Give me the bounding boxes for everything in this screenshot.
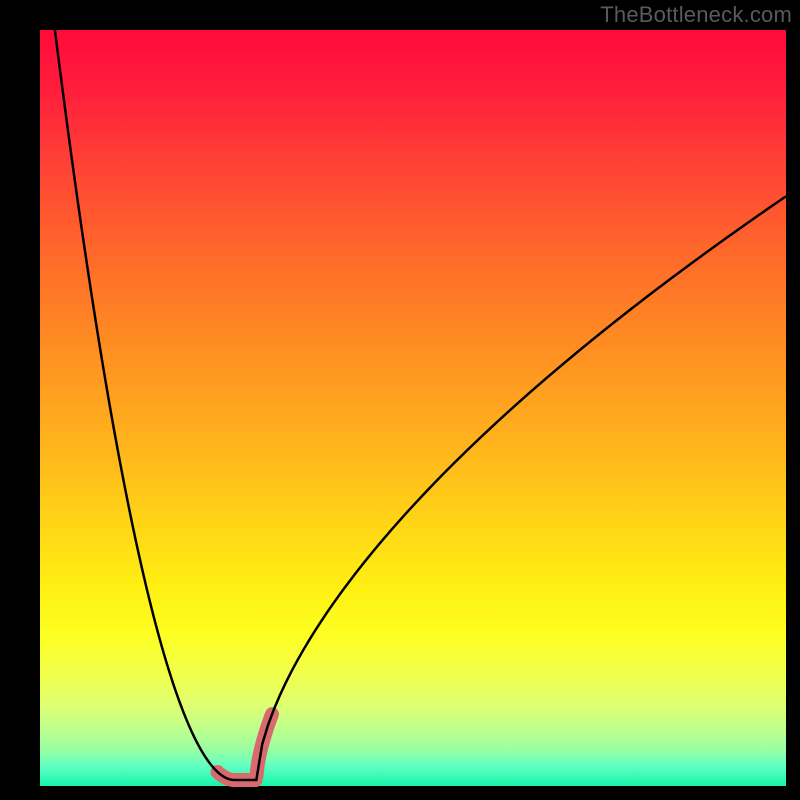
chart-root: TheBottleneck.com [0, 0, 800, 800]
watermark-text: TheBottleneck.com [600, 2, 792, 28]
bottleneck-chart [0, 0, 800, 800]
chart-background [40, 30, 786, 786]
